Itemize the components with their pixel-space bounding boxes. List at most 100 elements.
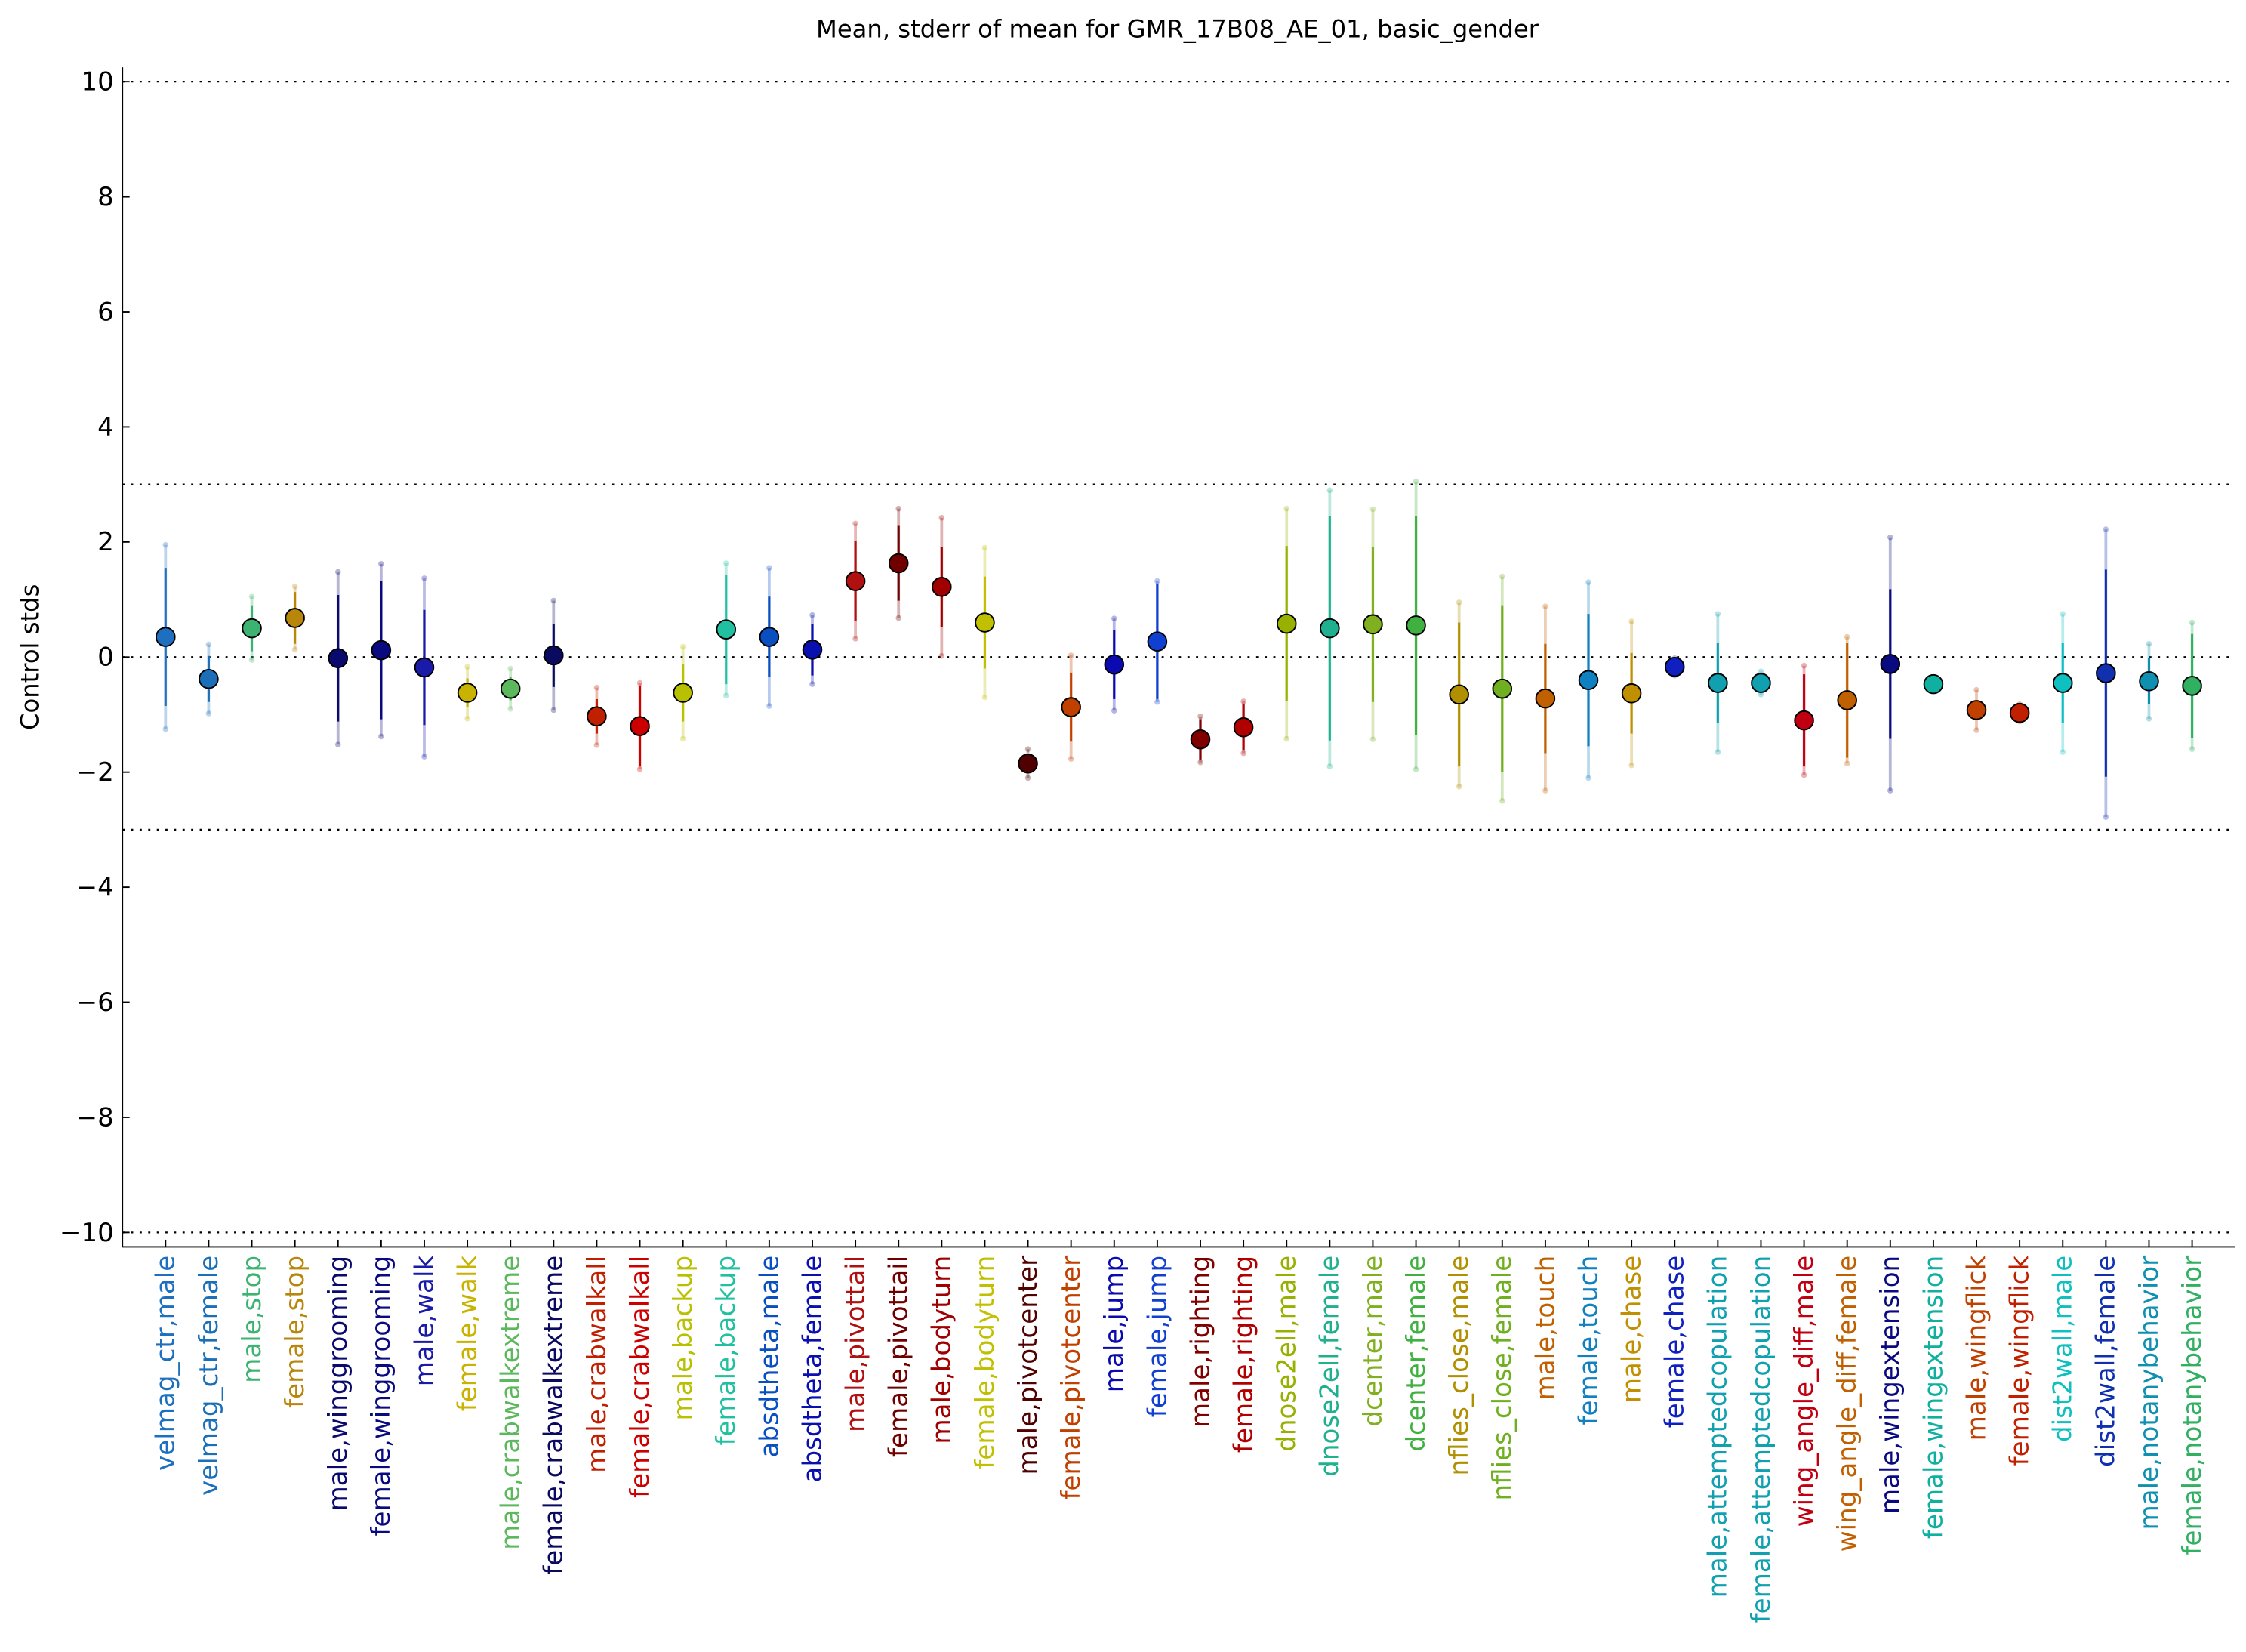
mean-point: [932, 577, 952, 597]
outer-end: [1973, 686, 1979, 693]
x-tick-label: female,touch: [1573, 1256, 1604, 1425]
outer-end: [378, 733, 384, 740]
outer-end: [1758, 668, 1764, 675]
mean-point: [1276, 613, 1297, 634]
outer-end: [2060, 749, 2066, 755]
x-tick-label: male,backup: [668, 1256, 698, 1421]
outer-end: [722, 560, 729, 566]
x-tick-label: female,stop: [280, 1256, 310, 1408]
outer-end: [679, 643, 686, 650]
outer-end: [2146, 640, 2152, 647]
x-tick-label: velmag_ctr,male: [151, 1256, 181, 1471]
outer-end: [766, 703, 772, 709]
x-tick-label: male,pivottail: [840, 1256, 870, 1432]
outer-end: [1887, 787, 1893, 794]
outer-end: [550, 707, 557, 714]
x-tick-label: wing_angle_diff,male: [1789, 1256, 1819, 1527]
x-tick-label: male,walk: [409, 1256, 439, 1387]
outer-end: [162, 726, 169, 732]
x-tick-label: female,crabwalkextreme: [539, 1256, 569, 1575]
outer-end: [981, 694, 988, 701]
mean-point: [802, 640, 823, 660]
x-tick-label: female,righting: [1228, 1256, 1259, 1453]
x-tick-label: male,bodyturn: [927, 1256, 957, 1444]
outer-end: [1369, 506, 1376, 513]
outer-end: [1283, 505, 1290, 512]
x-tick-label: absdtheta,female: [797, 1256, 827, 1483]
x-tick-label: female,attemptedcopulation: [1746, 1256, 1776, 1623]
outer-end: [938, 515, 945, 521]
x-tick-label: female,walk: [452, 1256, 482, 1412]
outer-end: [464, 664, 470, 670]
x-tick-label: male,righting: [1185, 1256, 1215, 1428]
x-tick-label: dcenter,male: [1358, 1256, 1388, 1427]
outer-end: [1499, 573, 1505, 580]
x-tick-label: male,stop: [237, 1256, 267, 1383]
outer-end: [1542, 603, 1548, 609]
outer-end: [1499, 798, 1505, 804]
outer-end: [1111, 707, 1117, 714]
y-tick-label: 6: [97, 297, 114, 327]
outer-end: [334, 741, 341, 747]
outer-end: [378, 561, 384, 567]
outer-end: [248, 657, 255, 663]
mean-point: [1018, 753, 1038, 774]
outer-end: [2189, 619, 2195, 626]
mean-point: [1363, 614, 1383, 635]
outer-end: [2103, 814, 2109, 820]
outer-end: [1283, 735, 1290, 742]
mean-point: [673, 683, 693, 703]
outer-end: [593, 684, 600, 691]
outer-end: [421, 754, 427, 760]
outer-end: [291, 646, 298, 653]
mean-point: [1320, 618, 1340, 639]
x-tick-label: dcenter,female: [1401, 1256, 1431, 1452]
x-tick-label: absdtheta,male: [754, 1256, 784, 1458]
outer-end: [248, 593, 255, 600]
mean-point: [2182, 676, 2202, 696]
outer-end: [421, 575, 427, 581]
mean-point: [587, 706, 607, 727]
outer-end: [205, 641, 212, 648]
mean-point: [199, 668, 219, 689]
mean-point: [630, 716, 650, 736]
outer-end: [1456, 783, 1462, 790]
x-tick-label: male,attemptedcopulation: [1703, 1256, 1733, 1598]
outer-end: [809, 612, 815, 618]
mean-point: [242, 618, 262, 639]
mean-point: [1837, 690, 1857, 710]
mean-point: [371, 640, 392, 661]
x-tick-label: male,crabwalkall: [582, 1256, 612, 1473]
mean-point: [845, 571, 866, 591]
x-tick-label: female,crabwalkall: [625, 1256, 655, 1498]
outer-end: [722, 692, 729, 699]
outer-end: [1154, 698, 1160, 705]
outer-end: [1628, 762, 1634, 769]
x-tick-label: dist2wall,female: [2091, 1256, 2121, 1467]
outer-end: [1585, 775, 1591, 781]
mean-point: [1880, 654, 1901, 674]
mean-point: [285, 608, 305, 628]
mean-point: [1492, 678, 1513, 699]
mean-point: [888, 553, 909, 574]
outer-end: [852, 520, 858, 527]
x-tick-label: female,chase: [1660, 1256, 1690, 1428]
outer-end: [1628, 618, 1634, 624]
mean-point: [2096, 663, 2116, 683]
mean-point: [1966, 700, 1987, 720]
outer-end: [1326, 763, 1333, 769]
x-tick-label: female,pivotcenter: [1056, 1255, 1086, 1500]
outer-end: [1585, 579, 1591, 585]
outer-end: [1197, 713, 1203, 720]
outer-end: [1413, 479, 1419, 485]
outer-end: [334, 569, 341, 575]
outer-end: [1887, 534, 1893, 541]
mean-point: [1923, 673, 1944, 695]
mean-point: [156, 627, 176, 647]
outer-end: [2146, 716, 2152, 722]
x-tick-label: male,wingextension: [1875, 1256, 1906, 1514]
outer-end: [593, 742, 600, 748]
mean-point: [457, 683, 478, 703]
